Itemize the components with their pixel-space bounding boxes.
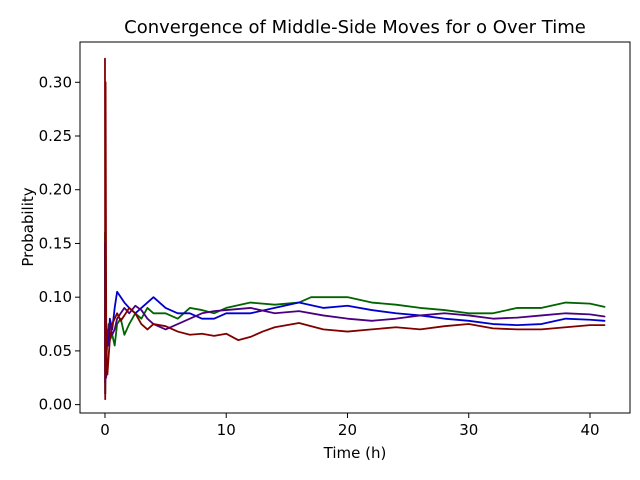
plot-area (80, 42, 630, 413)
series-line-3 (104, 304, 606, 395)
y-tick-label: 0.20 (39, 181, 72, 199)
x-axis-title: Time (h) (323, 444, 387, 462)
y-tick-label: 0.00 (39, 396, 72, 414)
x-tick-label: 10 (217, 421, 236, 439)
y-tick-label: 0.30 (39, 73, 72, 91)
y-tick-label: 0.25 (39, 127, 72, 145)
series-layer (104, 57, 606, 401)
chart-title: Convergence of Middle-Side Moves for o O… (124, 17, 586, 38)
plot-background (80, 42, 630, 413)
x-tick-label: 30 (459, 421, 478, 439)
x-tick-label: 0 (100, 421, 110, 439)
axes-layer: 0 10 20 30 40 0.00 0.05 0.10 0.15 0.20 0.25 0.30 (39, 41, 631, 439)
y-tick-label: 0.15 (39, 234, 72, 252)
y-tick-label: 0.05 (39, 342, 72, 360)
x-tick-label: 20 (338, 421, 357, 439)
series-line-2 (104, 242, 606, 385)
x-tick-label: 40 (580, 421, 599, 439)
axes-frame (79, 41, 631, 414)
series-line-4 (104, 57, 606, 401)
y-tick-label: 0.10 (39, 288, 72, 306)
y-axis-title: Probability (19, 187, 37, 266)
